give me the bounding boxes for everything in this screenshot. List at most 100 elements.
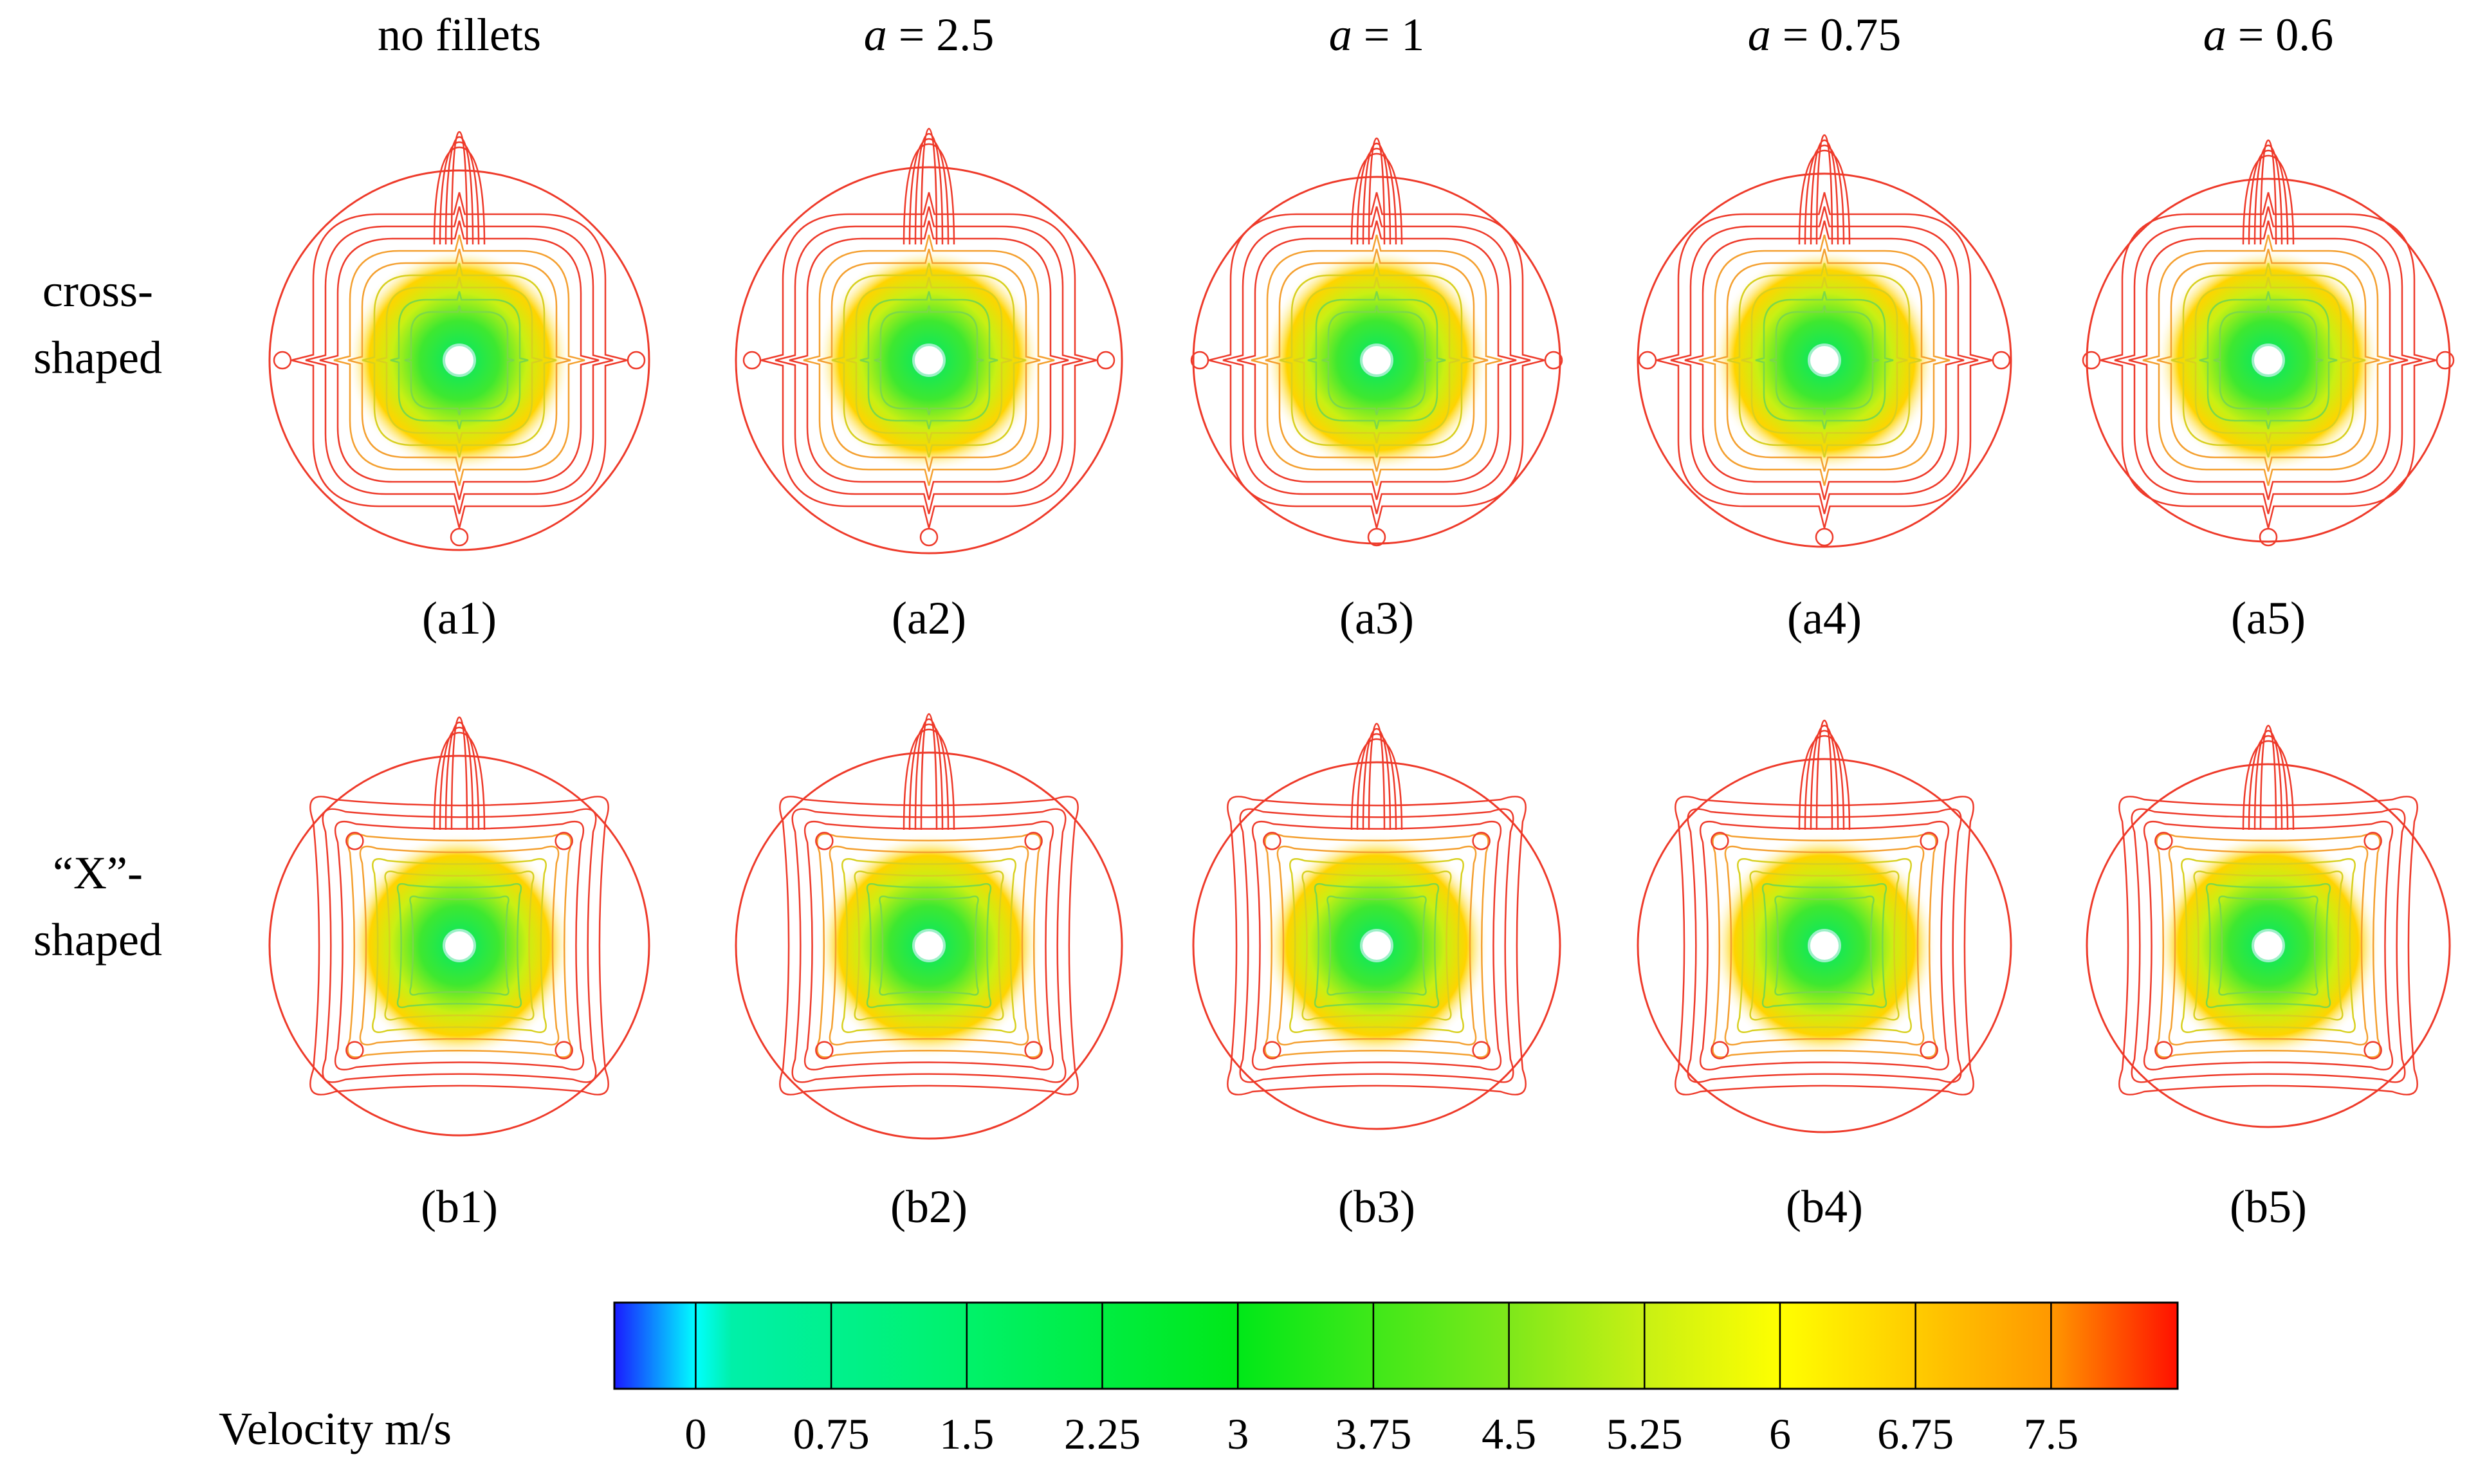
- plume-contour: [1350, 738, 1403, 830]
- inlet-plume: [433, 716, 486, 830]
- contour-line: [2213, 305, 2324, 416]
- contour-line: [874, 305, 984, 416]
- center-hole: [912, 344, 946, 377]
- lobe-loop: [2363, 1041, 2382, 1059]
- contour-line: [333, 234, 585, 486]
- contour-line: [803, 234, 1055, 486]
- lobe-loop: [1711, 1041, 1729, 1059]
- contour-line: [1239, 808, 1514, 1083]
- contour-line: [1761, 883, 1887, 1009]
- lobe-loop: [627, 351, 646, 370]
- contour-line: [1279, 262, 1474, 458]
- plume-contour: [903, 143, 955, 245]
- contour-line: [2171, 262, 2366, 458]
- contour-panel-a4: [1637, 134, 2012, 548]
- contour-line: [1307, 291, 1446, 430]
- contour-line: [1251, 234, 1503, 486]
- contour-line: [789, 220, 1069, 500]
- contour-line: [775, 206, 1083, 515]
- contour-line: [1670, 206, 1979, 515]
- outer-boundary-circle: [1192, 761, 1561, 1130]
- plume-contour: [450, 716, 468, 830]
- contour-line: [2199, 291, 2338, 430]
- inlet-plume: [1798, 719, 1851, 830]
- colorbar-dividers: [695, 1303, 2052, 1389]
- plume-contour: [920, 713, 938, 830]
- lobe-loop: [2363, 832, 2382, 850]
- lobe-loop: [1544, 351, 1563, 370]
- lobe-loop: [742, 351, 762, 370]
- plume-contour: [1798, 149, 1851, 245]
- contour-line: [1699, 820, 1950, 1071]
- contour-line: [1724, 845, 1925, 1046]
- lobe-loop: [345, 1041, 364, 1059]
- plume-contour: [1810, 724, 1839, 830]
- lobe-loop: [555, 832, 573, 850]
- contour-line: [1712, 833, 1937, 1058]
- contour-line: [359, 845, 560, 1046]
- contour-line: [1208, 192, 1545, 529]
- panel-label-a2: (a2): [892, 592, 966, 644]
- contour-line: [2114, 206, 2423, 515]
- contour-line: [2156, 833, 2381, 1058]
- contour-line: [1755, 291, 1894, 430]
- contour-line: [1276, 845, 1477, 1046]
- plume-contour: [1362, 728, 1391, 830]
- plume-contour: [1815, 134, 1833, 245]
- contour-line: [816, 833, 1042, 1058]
- contour-line: [1227, 796, 1527, 1095]
- contour-lines: [760, 192, 1097, 529]
- inlet-plume: [433, 131, 486, 245]
- plume-contour: [1804, 729, 1845, 830]
- plume-contour: [903, 728, 955, 830]
- contour-line: [2100, 192, 2437, 529]
- inlet-plume: [903, 713, 955, 830]
- plume-contour: [439, 141, 480, 245]
- contour-line: [791, 808, 1067, 1083]
- contour-line: [779, 796, 1079, 1095]
- plume-contour: [920, 127, 938, 245]
- center-hole: [2252, 929, 2285, 962]
- contour-panel-b3: [1192, 722, 1561, 1130]
- contour-line: [1236, 220, 1517, 500]
- colorbar-tick-label: 2.25: [1063, 1409, 1141, 1458]
- column-title-a-0-6: a = 0.6: [2203, 9, 2334, 60]
- contour-line: [2128, 220, 2409, 500]
- lobe-loop: [1263, 1041, 1281, 1059]
- plume-contour: [445, 136, 474, 245]
- lobe-loop: [1920, 832, 1938, 850]
- lobe-loop: [1920, 1041, 1938, 1059]
- contour-line: [1687, 808, 1962, 1083]
- contour-line: [760, 192, 1097, 529]
- lobe-loop: [1263, 832, 1281, 850]
- contour-line: [2131, 808, 2406, 1083]
- outer-boundary-circle: [1637, 172, 2012, 548]
- contour-line: [854, 870, 1004, 1021]
- colorbar-tick-label: 0: [684, 1409, 707, 1458]
- contour-line: [845, 277, 1013, 444]
- contour-line: [831, 262, 1027, 458]
- contour-line: [2142, 234, 2394, 486]
- center-hole: [443, 929, 476, 962]
- contour-lines: [1656, 192, 1993, 529]
- lobe-loop: [2082, 351, 2101, 370]
- contour-line: [396, 883, 522, 1009]
- plume-contour: [1350, 152, 1403, 245]
- contour-line: [319, 220, 600, 500]
- row-title-cross-shaped: cross-shaped: [33, 265, 162, 384]
- lobe-loop: [2259, 527, 2278, 547]
- contour-line: [1222, 206, 1531, 515]
- plume-contour: [1362, 142, 1391, 245]
- contour-lines: [1675, 796, 1974, 1095]
- contour-panel-b1: [268, 716, 650, 1137]
- contour-line: [1737, 858, 1912, 1033]
- contour-line: [347, 833, 572, 1058]
- contour-line: [1684, 220, 1965, 500]
- inlet-plume: [1798, 134, 1851, 245]
- contour-line: [347, 248, 571, 472]
- contour-line: [803, 820, 1054, 1071]
- lobe-loop: [2154, 1041, 2173, 1059]
- contour-lobes: [345, 832, 573, 1059]
- contour-line: [879, 895, 979, 996]
